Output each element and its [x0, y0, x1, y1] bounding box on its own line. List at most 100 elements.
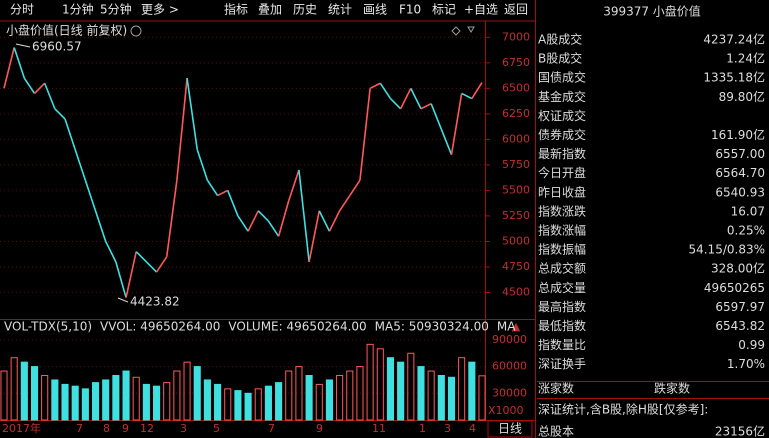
toolbar-button[interactable]: F10 — [399, 3, 421, 17]
volume-bar — [203, 379, 211, 421]
toolbar-button[interactable]: 分时 — [10, 3, 34, 17]
volume-bar — [51, 379, 59, 421]
volume-bar — [102, 379, 110, 421]
volume-bar — [193, 366, 201, 421]
row-value: 89.80亿 — [719, 89, 765, 104]
price-segment — [369, 82, 381, 90]
row-value: 1335.18亿 — [703, 70, 765, 85]
legend-entry: MA — [497, 320, 516, 334]
price-segment — [450, 93, 463, 155]
price-segment — [94, 210, 107, 242]
row-value: 1.24亿 — [726, 51, 765, 66]
volume-bar — [163, 382, 171, 421]
volume-bar — [20, 361, 28, 421]
row-value: 6564.70 — [715, 166, 765, 180]
price-segment — [64, 118, 76, 150]
volume-bar — [234, 390, 242, 421]
toolbar-button[interactable]: 标记 — [432, 3, 456, 17]
price-segment — [318, 210, 331, 232]
volume-bar — [468, 361, 476, 421]
price-segment — [277, 200, 290, 237]
x-tick-label: 7 — [268, 422, 275, 435]
volume-bar — [447, 376, 456, 421]
row-label: A股成交 — [538, 32, 582, 47]
x-tick-label: 11 — [372, 422, 386, 435]
y-tick-label: 4750 — [502, 260, 530, 273]
volume-bar — [315, 383, 323, 421]
price-segment — [115, 261, 127, 298]
period-box[interactable] — [487, 420, 533, 438]
toolbar-button[interactable]: 5分钟 — [100, 2, 132, 17]
row-label: 国债成交 — [538, 70, 586, 85]
breadth-label: 涨家数 — [538, 381, 574, 396]
period-label[interactable]: 日线 — [498, 422, 522, 436]
dropdown-icon[interactable] — [130, 25, 142, 37]
row-value: 0.25% — [727, 224, 765, 238]
price-segment — [359, 88, 371, 181]
x-tick-label: 3 — [444, 422, 451, 435]
volume-bar — [427, 370, 435, 421]
price-segment — [104, 241, 117, 263]
volume-bar — [386, 357, 395, 421]
volume-bar — [91, 382, 100, 421]
total-label: 总股本 — [538, 425, 574, 438]
toolbar-button[interactable]: 画线 — [363, 3, 387, 17]
toolbar-button[interactable]: 1分钟 — [62, 2, 94, 17]
price-segment — [461, 92, 473, 100]
price-segment — [74, 149, 87, 181]
price-segment — [84, 179, 97, 212]
row-value: 6557.00 — [715, 147, 765, 161]
row-label: 总成交量 — [538, 280, 586, 295]
price-segment — [349, 179, 361, 196]
volume-bar — [132, 376, 140, 421]
price-segment — [125, 251, 137, 298]
panel-header: 399377 小盘价值 — [603, 4, 701, 19]
toolbar-button[interactable]: +自选 — [464, 3, 498, 17]
price-segment — [176, 78, 188, 181]
row-label: 今日开盘 — [538, 165, 586, 180]
toolbar-button[interactable]: 指标 — [224, 2, 248, 17]
price-segment — [13, 47, 26, 79]
price-segment — [298, 169, 310, 262]
row-label: 指数量比 — [538, 337, 586, 352]
legend-entry: VVOL: 49650264.00 — [100, 320, 220, 334]
annotation: 6960.57 — [32, 40, 82, 54]
y-tick-label: 6250 — [502, 107, 530, 120]
y-tick-label: 4500 — [502, 285, 530, 298]
breadth-label: 跌家数 — [654, 381, 690, 396]
volume-bar — [397, 361, 405, 421]
volume-bar — [71, 385, 79, 421]
y-tick-label: 30000 — [492, 386, 527, 399]
row-value: 1.70% — [727, 357, 765, 371]
row-label: 最新指数 — [538, 146, 586, 161]
pane-marker: ▲ — [512, 320, 521, 333]
price-segment — [165, 180, 178, 257]
price-segment — [237, 215, 249, 232]
toolbar-button[interactable]: 叠加 — [258, 3, 282, 17]
row-label: 深证换手 — [538, 357, 586, 371]
x-tick-label: 1 — [419, 422, 426, 435]
volume-bar — [224, 388, 232, 421]
toolbar-button[interactable]: 更多 > — [141, 3, 179, 17]
y-tick-label: 5750 — [502, 158, 530, 171]
volume-bar — [183, 361, 191, 421]
x-tick-label: 2017年 — [2, 421, 41, 435]
toolbar-button[interactable]: 返回 — [504, 3, 528, 17]
row-value: 6597.97 — [715, 300, 765, 314]
row-label: 指数涨跌 — [538, 203, 586, 218]
row-label: 昨日收盘 — [538, 184, 586, 199]
toolbar-button[interactable]: 历史 — [293, 3, 317, 17]
y-tick-label: 5500 — [502, 183, 530, 196]
price-segment — [155, 256, 168, 273]
row-label: 总成交额 — [538, 261, 586, 276]
price-segment — [206, 179, 219, 196]
volume-bar — [61, 383, 69, 421]
row-label: B股成交 — [538, 51, 582, 66]
price-segment — [43, 82, 56, 110]
toolbar-button[interactable]: 统计 — [328, 3, 352, 17]
pane-icons[interactable] — [451, 26, 475, 36]
row-value: 49650265 — [704, 281, 765, 295]
price-segment — [399, 87, 412, 110]
y-tick-label: 7000 — [502, 30, 530, 43]
